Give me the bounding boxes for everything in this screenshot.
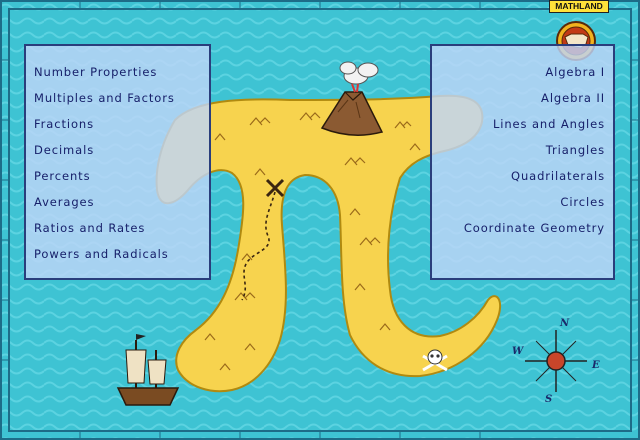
menu-item-quadrilaterals[interactable]: Quadrilaterals [511,169,605,183]
algebra-geometry-topics-menu: Algebra I Algebra II Lines and Angles Tr… [430,44,615,280]
menu-item-averages[interactable]: Averages [34,195,94,209]
menu-item-fractions[interactable]: Fractions [34,117,94,131]
menu-item-ratios-and-rates[interactable]: Ratios and Rates [34,221,145,235]
menu-item-percents[interactable]: Percents [34,169,90,183]
arithmetic-topics-menu: Number Properties Multiples and Factors … [24,44,211,280]
menu-item-triangles[interactable]: Triangles [546,143,605,157]
menu-item-circles[interactable]: Circles [560,195,605,209]
menu-item-decimals[interactable]: Decimals [34,143,94,157]
mathland-button[interactable]: MATHLAND [549,0,609,13]
menu-item-algebra-2[interactable]: Algebra II [541,91,605,105]
menu-item-powers-and-radicals[interactable]: Powers and Radicals [34,247,169,261]
menu-item-coordinate-geometry[interactable]: Coordinate Geometry [464,221,605,235]
menu-item-number-properties[interactable]: Number Properties [34,65,157,79]
menu-item-algebra-1[interactable]: Algebra I [545,65,605,79]
menu-item-multiples-and-factors[interactable]: Multiples and Factors [34,91,175,105]
compass-west-label: W [512,346,523,357]
compass-north-label: N [560,318,569,329]
compass-south-label: S [545,394,552,405]
compass-east-label: E [592,360,600,371]
menu-item-lines-and-angles[interactable]: Lines and Angles [493,117,605,131]
